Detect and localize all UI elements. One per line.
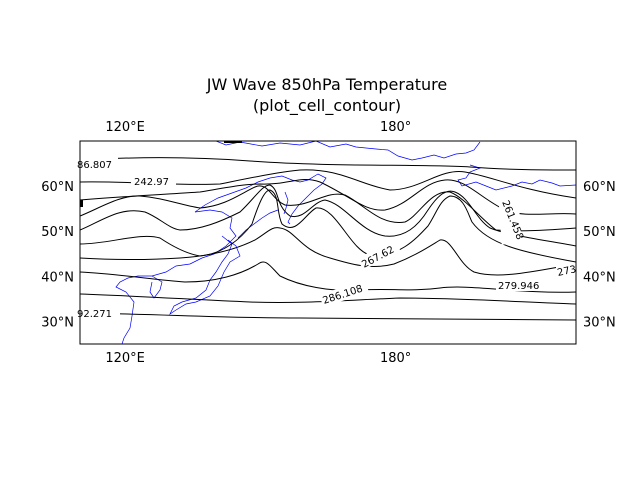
fragment-left: [80, 200, 83, 207]
contour-line-10: [80, 312, 576, 321]
y-tick-label-right: 40°N: [583, 270, 616, 285]
y-tick-label-right: 60°N: [583, 180, 616, 195]
y-tick-label-left: 40°N: [41, 270, 74, 285]
coastline-japan: [169, 235, 241, 316]
y-tick-label-right: 30°N: [583, 315, 616, 330]
figure-title: JW Wave 850hPa Temperature: [206, 75, 448, 94]
y-tick-label-left: 60°N: [41, 180, 74, 195]
y-tick-label-left: 30°N: [41, 315, 74, 330]
contour-line-2: [80, 169, 576, 199]
coastline-kuril: [237, 209, 279, 239]
y-tick-label-left: 50°N: [41, 225, 74, 240]
contour-label-92271: 92.271: [77, 309, 112, 320]
x-tick-label-bottom: 180°: [380, 351, 411, 366]
coastline-asia-east: [115, 209, 237, 344]
tick-labels: 120°E 120°E 180° 180° 30°N 30°N 40°N 40°N 50°N 50…: [41, 120, 616, 366]
coastline-korea: [149, 275, 163, 299]
coastline-kamchatka-siberia: [215, 141, 481, 161]
contour-line-1: [80, 157, 576, 171]
coastline-alaska: [457, 164, 576, 191]
contour-label-gaps: [80, 157, 576, 320]
contour-label-24297: 242.97: [134, 177, 169, 188]
contour-line-6: [80, 189, 576, 263]
contour-lines: [80, 157, 576, 321]
fragment-top: [224, 141, 242, 143]
y-tick-label-right: 50°N: [583, 225, 616, 240]
contour-label-273: 273: [556, 264, 577, 279]
contour-label-86807: 86.807: [77, 160, 112, 171]
contour-line-5: [80, 184, 576, 247]
map-frame: [79, 140, 577, 345]
contour-label-279946: 279.946: [498, 281, 539, 292]
x-tick-label-top: 120°E: [105, 120, 145, 135]
contour-line-8: [80, 261, 576, 293]
x-tick-label-bottom: 120°E: [105, 351, 145, 366]
figure-subtitle: (plot_cell_contour): [252, 96, 402, 115]
contour-line-7: [80, 227, 576, 276]
x-tick-label-top: 180°: [380, 120, 411, 135]
clipped-fragments: [80, 141, 242, 207]
